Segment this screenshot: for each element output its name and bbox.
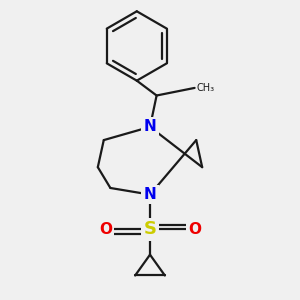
Text: O: O — [99, 222, 112, 237]
Text: N: N — [144, 119, 156, 134]
Text: N: N — [144, 187, 156, 202]
Text: O: O — [188, 222, 201, 237]
Text: CH₃: CH₃ — [196, 83, 214, 93]
Text: S: S — [143, 220, 157, 238]
